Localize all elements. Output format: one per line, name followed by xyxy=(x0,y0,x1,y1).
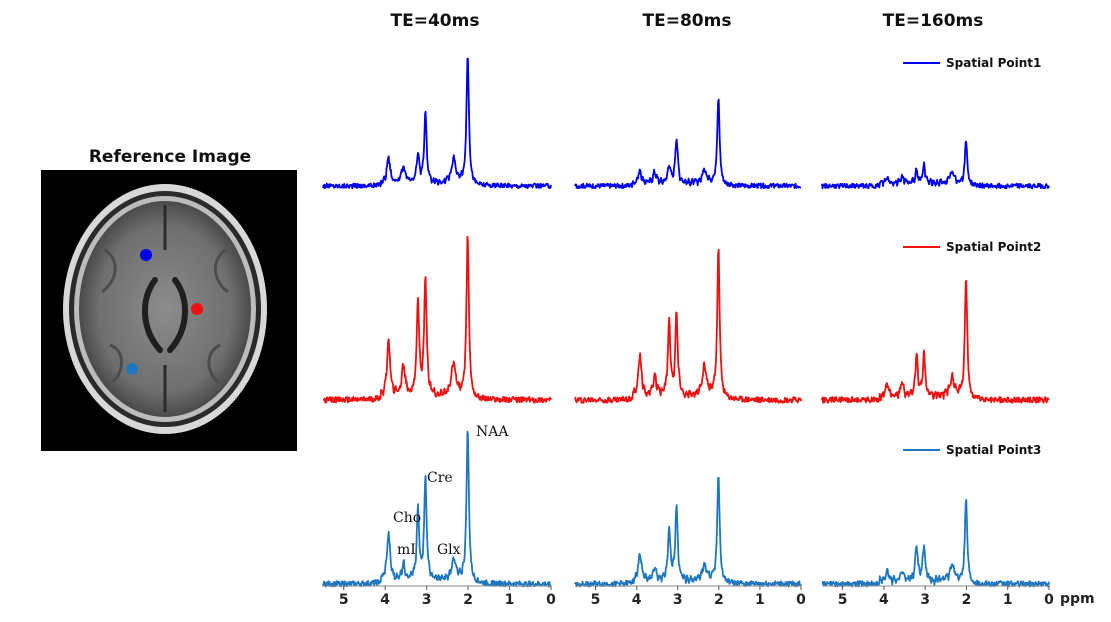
x-tick-label-col1-5: 5 xyxy=(591,592,601,608)
annotation-cre: Cre xyxy=(427,470,453,486)
legend-label-spatial-point1: Spatial Point1 xyxy=(946,56,1041,70)
annotation-mi: mI xyxy=(397,542,416,558)
legend-spatial-point1: Spatial Point1 xyxy=(903,56,1041,70)
legend-spatial-point3: Spatial Point3 xyxy=(903,443,1041,457)
x-tick-label-col2-1: 1 xyxy=(1003,592,1013,608)
spectrum-line-spatial-point1-te-80ms xyxy=(574,98,802,190)
x-tick-label-col0-5: 5 xyxy=(339,592,349,608)
x-tick-label-col1-3: 3 xyxy=(673,592,683,608)
spatial-point1-marker xyxy=(140,249,152,261)
spectrum-line-spatial-point2-te-80ms xyxy=(574,248,802,404)
x-tick-label-col2-5: 5 xyxy=(838,592,848,608)
x-axes: 5 4 3 2 1 0 5 4 3 2 1 0 5 4 3 2 1 0 xyxy=(323,585,1054,608)
reference-image-panel: Reference Image xyxy=(41,147,297,451)
spatial-point3-marker xyxy=(126,363,138,375)
spectrum-line-spatial-point2-te-40ms xyxy=(322,235,552,404)
x-tick-label-col0-4: 4 xyxy=(380,592,390,608)
x-tick-label-col0-3: 3 xyxy=(422,592,432,608)
x-tick-label-col1-1: 1 xyxy=(755,592,765,608)
lateral-ventricles xyxy=(142,277,188,353)
x-tick-label-col0-0: 0 xyxy=(546,592,556,608)
spectrum-line-spatial-point3-te-80ms xyxy=(574,476,802,588)
cortical-sulci xyxy=(101,248,229,384)
x-tick-label-col2-3: 3 xyxy=(920,592,930,608)
column-title-te40: TE=40ms xyxy=(391,11,480,31)
spectrum-line-spatial-point3-te-40ms xyxy=(322,430,552,588)
spatial-point2-marker xyxy=(191,303,203,315)
spectrum-line-spatial-point1-te-160ms xyxy=(821,140,1050,190)
annotation-cho: Cho xyxy=(393,510,421,526)
x-tick-label-col0-2: 2 xyxy=(463,592,473,608)
annotation-naa: NAA xyxy=(476,424,509,440)
x-tick-label-col1-2: 2 xyxy=(714,592,724,608)
reference-image-title: Reference Image xyxy=(89,147,251,167)
legend-label-spatial-point3: Spatial Point3 xyxy=(946,443,1041,457)
x-tick-label-col1-0: 0 xyxy=(796,592,806,608)
spectra-grid xyxy=(322,57,1050,588)
column-title-te80: TE=80ms xyxy=(643,11,732,31)
annotation-glx: Glx xyxy=(437,542,461,558)
spectrum-line-spatial-point1-te-40ms xyxy=(322,57,552,190)
x-tick-label-col2-4: 4 xyxy=(879,592,889,608)
x-tick-label-col2-2: 2 xyxy=(962,592,972,608)
x-tick-label-col2-0: 0 xyxy=(1044,592,1054,608)
x-tick-label-col1-4: 4 xyxy=(632,592,642,608)
peak-annotations: NAA Cre Cho mI Glx xyxy=(393,424,509,558)
legend-label-spatial-point2: Spatial Point2 xyxy=(946,240,1041,254)
column-title-te160: TE=160ms xyxy=(883,11,984,31)
legend-spatial-point2: Spatial Point2 xyxy=(903,240,1041,254)
x-axis-unit-label: ppm xyxy=(1060,591,1095,607)
spectrum-line-spatial-point3-te-160ms xyxy=(821,498,1050,588)
x-tick-label-col0-1: 1 xyxy=(505,592,515,608)
spectrum-line-spatial-point2-te-160ms xyxy=(821,279,1050,404)
